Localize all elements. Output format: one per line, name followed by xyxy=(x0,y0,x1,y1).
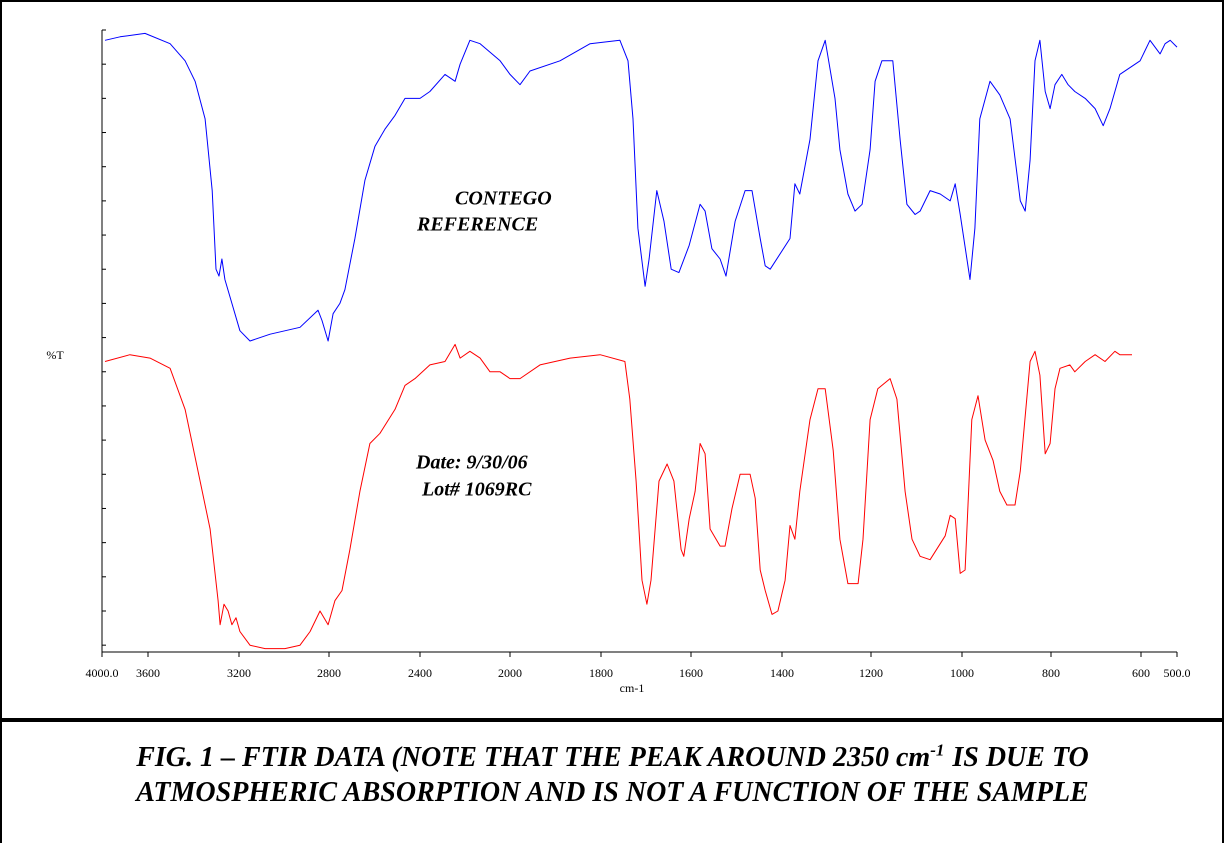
caption-text: FIG. 1 – FTIR DATA (NOTE THAT THE PEAK A… xyxy=(136,742,931,773)
x-tick-label: 3600 xyxy=(136,666,160,680)
x-tick-label: 2800 xyxy=(317,666,341,680)
x-tick-label: 3200 xyxy=(227,666,251,680)
x-tick-label: 1600 xyxy=(679,666,703,680)
caption: FIG. 1 – FTIR DATA (NOTE THAT THE PEAK A… xyxy=(0,740,1225,810)
annotation: REFERENCE xyxy=(416,214,538,236)
x-tick-label: 4000.0 xyxy=(86,666,119,680)
spectrum-line xyxy=(104,343,1132,650)
caption-line: ATMOSPHERIC ABSORPTION AND IS NOT A FUNC… xyxy=(136,777,1089,808)
annotation: Date: 9/30/06 xyxy=(415,452,528,474)
x-tick-label: 600 xyxy=(1132,666,1150,680)
y-axis-label: %T xyxy=(46,348,64,362)
x-tick-label: 1800 xyxy=(589,666,613,680)
x-axis-label: cm-1 xyxy=(620,681,645,695)
annotation: CONTEGO xyxy=(455,188,552,210)
annotation: Lot# 1069RC xyxy=(421,479,532,501)
x-tick-label: 1400 xyxy=(770,666,794,680)
x-tick-label: 1200 xyxy=(859,666,883,680)
caption-line: FIG. 1 – FTIR DATA (NOTE THAT THE PEAK A… xyxy=(0,740,1225,775)
x-tick-label: 1000 xyxy=(950,666,974,680)
x-tick-label: 500.0 xyxy=(1164,666,1191,680)
caption-text: IS DUE TO xyxy=(952,742,1089,773)
spectrum-line xyxy=(104,32,1178,342)
caption-superscript: -1 xyxy=(930,740,945,760)
x-tick-label: 2400 xyxy=(408,666,432,680)
x-tick-label: 2000 xyxy=(498,666,522,680)
x-tick-label: 800 xyxy=(1042,666,1060,680)
